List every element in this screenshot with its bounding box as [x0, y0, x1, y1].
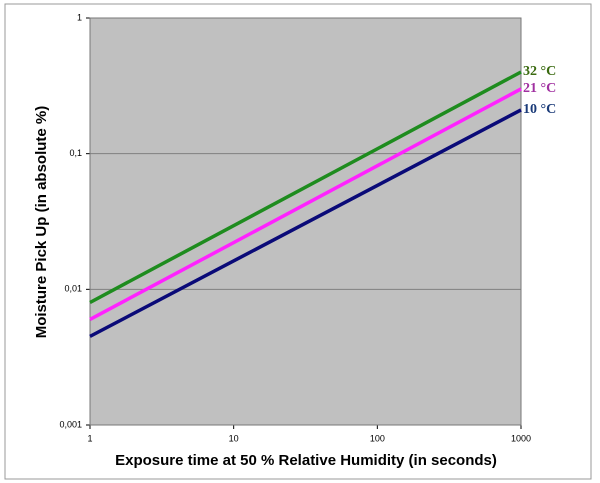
series-line: [89, 70, 522, 305]
y-tick-label: 1: [77, 12, 82, 22]
x-tick-label: 10: [229, 433, 239, 443]
x-tick-label: 1000: [511, 433, 531, 443]
series-line: [89, 87, 522, 321]
y-tick-label: 0,1: [69, 148, 82, 158]
series-label: 21 °C: [523, 81, 556, 96]
x-tick-label: 1: [87, 433, 92, 443]
series-line: [89, 108, 522, 338]
series-label: 10 °C: [523, 102, 556, 117]
series-label: 32 °C: [523, 64, 556, 79]
y-tick-label: 0,001: [59, 419, 82, 429]
plot-border: [89, 17, 522, 426]
y-axis-title: Moisture Pick Up (in absolute %): [33, 106, 50, 339]
y-tick-label: 0,01: [64, 284, 82, 294]
x-tick-label: 100: [370, 433, 385, 443]
x-axis-title: Exposure time at 50 % Relative Humidity …: [115, 452, 497, 469]
